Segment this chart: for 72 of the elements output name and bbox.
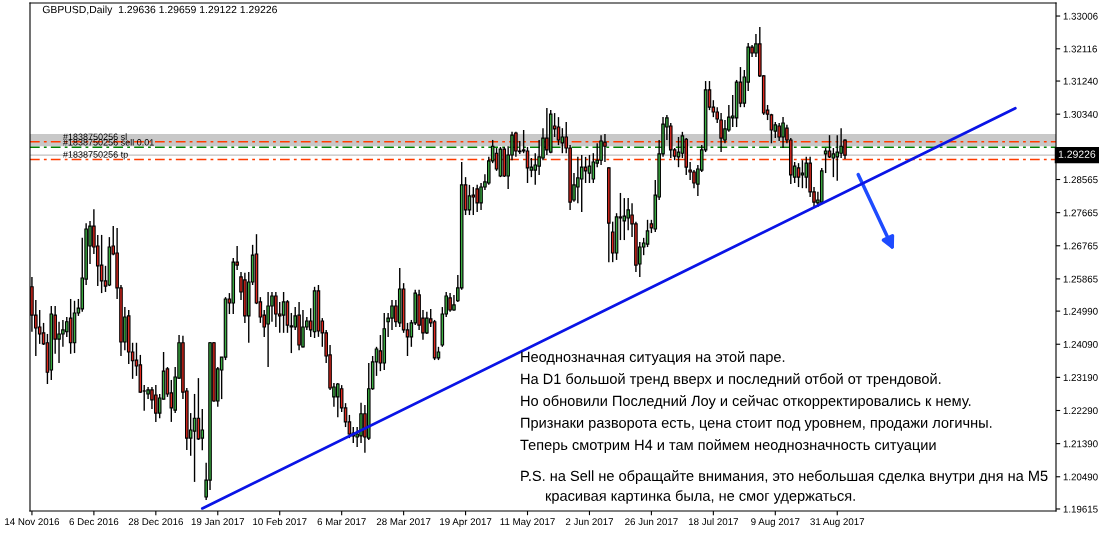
y-tick-label: 1.32116 xyxy=(1063,45,1097,53)
candlestick xyxy=(603,133,607,163)
y-tick-label: 1.33006 xyxy=(1063,12,1098,20)
candlestick xyxy=(827,134,832,159)
candlestick xyxy=(359,402,363,444)
candlestick xyxy=(545,107,549,156)
candlestick xyxy=(645,219,650,248)
annotation: Теперь смотрим H4 и там поймем неоднозначность ситуации xyxy=(520,439,936,453)
x-tick-label: 28 Mar 2017 xyxy=(376,518,431,526)
candlestick xyxy=(556,116,561,146)
y-tick-label: 1.21390 xyxy=(1063,440,1098,448)
annotation: P.S. на Sell не обращайте внимания, это небольшая сделка внутри дня на M5 xyxy=(521,470,1048,484)
y-tick-label: 1.22290 xyxy=(1063,407,1098,415)
candlestick xyxy=(579,154,584,213)
x-tick-label: 18 Jul 2017 xyxy=(688,517,739,526)
candlestick xyxy=(448,292,452,313)
candlestick xyxy=(777,122,781,142)
y-tick-label: 1.24990 xyxy=(1063,307,1098,315)
annotation: Неоднозначная ситуация на этой паре. xyxy=(521,351,785,365)
x-tick-label: 26 Jun 2017 xyxy=(625,518,678,526)
candlestick xyxy=(281,291,286,334)
y-tick-label: 1.31240 xyxy=(1063,77,1098,85)
x-tick-label: 2 Jun 2017 xyxy=(565,518,614,526)
ref-line-label: 1.29226 xyxy=(1058,150,1096,158)
x-tick-label: 9 Aug 2017 xyxy=(751,518,800,528)
candlestick xyxy=(266,291,270,368)
y-tick-label: 1.23190 xyxy=(1063,374,1098,381)
annotation: красивая картинка была, не смог удержаться. xyxy=(545,490,855,504)
x-tick-label: 31 Aug 2017 xyxy=(810,518,865,528)
annotation: Но обновили Последний Лоу и сейчас откорректировались к нему. xyxy=(521,395,971,409)
candlestick xyxy=(475,184,479,213)
annotation: На D1 большой тренд вверх и последний отбой от трендовой. xyxy=(521,373,941,387)
candlestick xyxy=(599,134,603,166)
candlestick xyxy=(583,156,588,184)
ref-line-label: #1838750256 sl xyxy=(62,133,127,140)
candlestick xyxy=(336,382,340,418)
x-tick-label: 19 Jan 2017 xyxy=(191,518,245,526)
y-tick-label: 1.30340 xyxy=(1063,110,1098,118)
y-tick-label: 1.20490 xyxy=(1063,473,1098,481)
candlestick xyxy=(99,234,104,294)
candlestick xyxy=(831,147,836,178)
candlestick xyxy=(796,162,801,188)
candlestick xyxy=(587,154,592,184)
y-tick-label: 1.25865 xyxy=(1063,275,1098,283)
candlestick xyxy=(467,184,472,216)
candlestick xyxy=(676,136,681,168)
candlestick xyxy=(514,131,518,158)
x-tick-label: 28 Dec 2016 xyxy=(128,518,183,526)
candlestick xyxy=(425,311,429,335)
x-tick-label: 10 Feb 2017 xyxy=(253,517,307,526)
x-tick-label: 14 Nov 2016 xyxy=(5,518,60,526)
candlestick xyxy=(591,152,596,184)
ref-line-label: #1838750256 sell 0.01 xyxy=(62,138,154,146)
y-tick-label: 1.26765 xyxy=(1063,242,1098,250)
candlestick xyxy=(200,408,205,451)
y-tick-label: 1.27665 xyxy=(1063,209,1098,217)
x-tick-label: 11 May 2017 xyxy=(500,518,555,528)
candlestick xyxy=(781,116,785,149)
candlestick xyxy=(800,159,805,189)
candlestick xyxy=(804,156,809,189)
x-tick-label: 6 Mar 2017 xyxy=(317,518,366,526)
y-tick-label: 1.28565 xyxy=(1063,176,1098,184)
candlestick xyxy=(622,197,627,241)
chart-title: GBPUSD,Daily 1.29636 1.29659 1.29122 1.29226 xyxy=(42,5,277,16)
annotation: Признаки разворота есть, цена стоит под уровнем, продажи логичны. xyxy=(521,417,992,431)
x-tick-label: 19 Apr 2017 xyxy=(440,518,492,528)
candlestick xyxy=(471,186,476,216)
ref-line-label: #1838750256 tp xyxy=(62,151,128,160)
y-tick-label: 1.19615 xyxy=(1063,505,1098,513)
y-tick-label: 1.24090 xyxy=(1063,340,1098,348)
x-tick-label: 6 Dec 2016 xyxy=(69,518,119,526)
candlestick xyxy=(154,384,158,423)
